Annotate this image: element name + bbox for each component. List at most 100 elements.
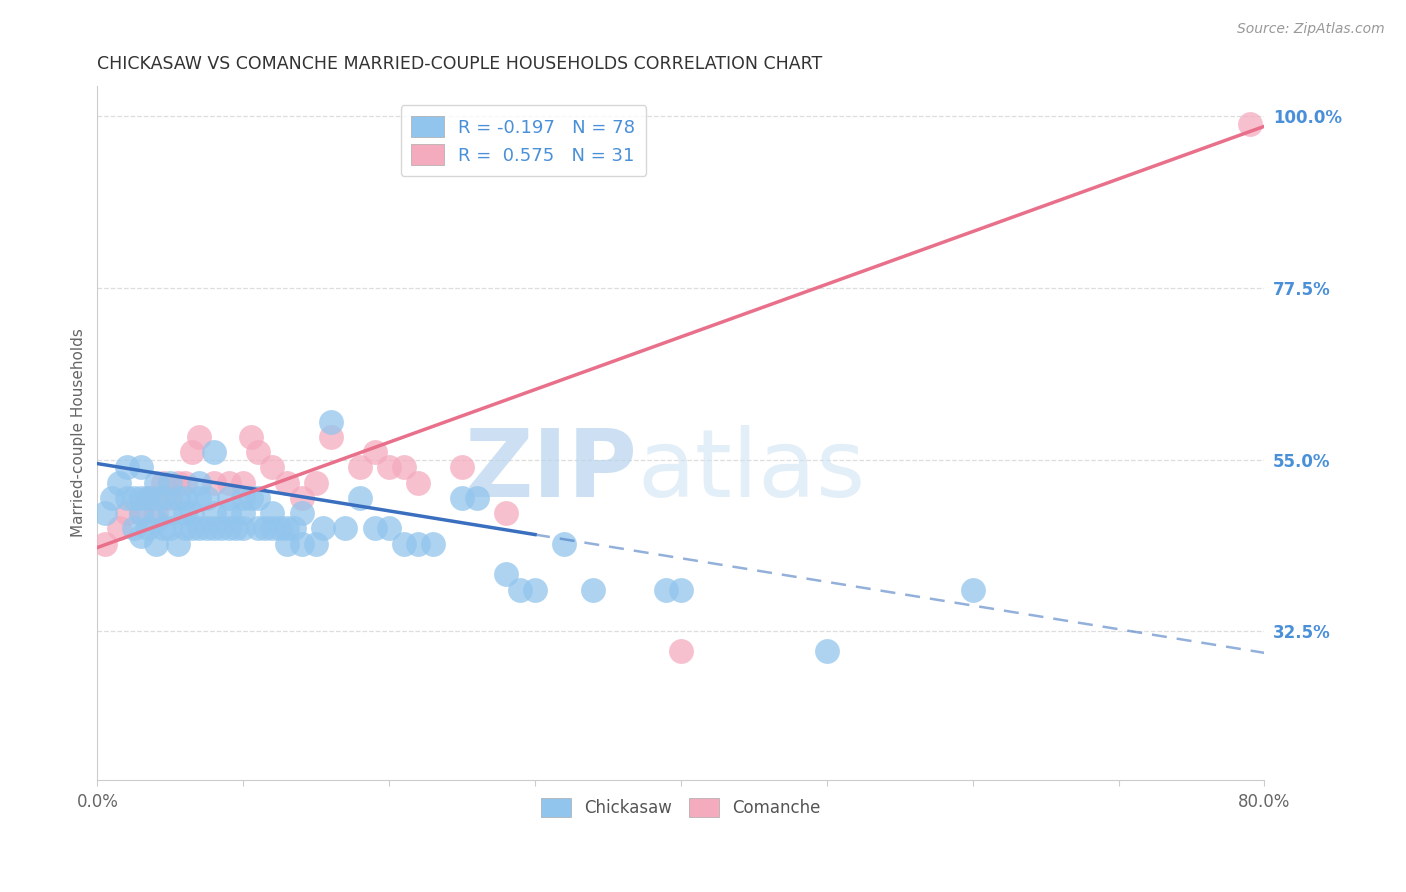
Point bbox=[1239, 117, 1261, 131]
Point bbox=[188, 521, 211, 535]
Point bbox=[145, 475, 167, 490]
Point bbox=[232, 506, 254, 520]
Point bbox=[218, 521, 240, 535]
Point bbox=[159, 475, 181, 490]
Text: atlas: atlas bbox=[637, 425, 865, 517]
Point bbox=[276, 537, 298, 551]
Point bbox=[173, 491, 195, 505]
Point bbox=[349, 460, 371, 475]
Point bbox=[312, 521, 335, 535]
Point bbox=[408, 537, 430, 551]
Point bbox=[181, 506, 204, 520]
Point bbox=[101, 491, 124, 505]
Point bbox=[669, 582, 692, 597]
Point bbox=[239, 430, 262, 444]
Point bbox=[188, 475, 211, 490]
Point bbox=[408, 475, 430, 490]
Point bbox=[152, 521, 174, 535]
Legend: Chickasaw, Comanche: Chickasaw, Comanche bbox=[534, 791, 827, 824]
Point bbox=[159, 491, 181, 505]
Point bbox=[465, 491, 488, 505]
Point bbox=[262, 460, 284, 475]
Point bbox=[166, 491, 188, 505]
Point bbox=[115, 460, 138, 475]
Point bbox=[254, 521, 277, 535]
Text: ZIP: ZIP bbox=[464, 425, 637, 517]
Text: CHICKASAW VS COMANCHE MARRIED-COUPLE HOUSEHOLDS CORRELATION CHART: CHICKASAW VS COMANCHE MARRIED-COUPLE HOU… bbox=[97, 55, 823, 73]
Point bbox=[188, 491, 211, 505]
Point bbox=[202, 475, 225, 490]
Point bbox=[232, 521, 254, 535]
Point bbox=[363, 445, 385, 459]
Point bbox=[93, 506, 115, 520]
Point bbox=[166, 475, 188, 490]
Point bbox=[378, 521, 401, 535]
Point bbox=[129, 506, 152, 520]
Point bbox=[173, 506, 195, 520]
Point bbox=[138, 491, 160, 505]
Point bbox=[276, 521, 298, 535]
Point bbox=[173, 475, 195, 490]
Point bbox=[669, 643, 692, 657]
Point bbox=[962, 582, 984, 597]
Point bbox=[262, 506, 284, 520]
Point bbox=[553, 537, 575, 551]
Point bbox=[239, 491, 262, 505]
Point bbox=[392, 537, 415, 551]
Point bbox=[363, 521, 385, 535]
Point bbox=[138, 491, 160, 505]
Point bbox=[305, 475, 328, 490]
Point bbox=[159, 506, 181, 520]
Point bbox=[138, 521, 160, 535]
Point bbox=[291, 506, 314, 520]
Point bbox=[209, 521, 232, 535]
Point bbox=[335, 521, 357, 535]
Point bbox=[246, 521, 269, 535]
Point bbox=[159, 521, 181, 535]
Point bbox=[115, 491, 138, 505]
Point bbox=[129, 491, 152, 505]
Point bbox=[181, 521, 204, 535]
Point bbox=[122, 521, 145, 535]
Y-axis label: Married-couple Households: Married-couple Households bbox=[72, 328, 86, 538]
Point bbox=[218, 491, 240, 505]
Point bbox=[108, 475, 131, 490]
Point bbox=[305, 537, 328, 551]
Point bbox=[509, 582, 531, 597]
Point bbox=[232, 491, 254, 505]
Point bbox=[815, 643, 838, 657]
Point bbox=[269, 521, 291, 535]
Point bbox=[378, 460, 401, 475]
Point bbox=[495, 506, 517, 520]
Point bbox=[93, 537, 115, 551]
Point bbox=[218, 475, 240, 490]
Point bbox=[145, 537, 167, 551]
Point bbox=[145, 491, 167, 505]
Point bbox=[582, 582, 605, 597]
Point bbox=[283, 521, 305, 535]
Point bbox=[451, 460, 474, 475]
Point bbox=[225, 521, 247, 535]
Point bbox=[145, 506, 167, 520]
Point bbox=[129, 460, 152, 475]
Point bbox=[108, 521, 131, 535]
Point bbox=[173, 521, 195, 535]
Point bbox=[129, 506, 152, 520]
Point bbox=[166, 537, 188, 551]
Point bbox=[152, 475, 174, 490]
Point bbox=[262, 521, 284, 535]
Point bbox=[655, 582, 678, 597]
Point bbox=[195, 521, 218, 535]
Point bbox=[181, 445, 204, 459]
Point bbox=[129, 529, 152, 543]
Point bbox=[122, 491, 145, 505]
Point bbox=[349, 491, 371, 505]
Point bbox=[524, 582, 547, 597]
Point bbox=[232, 475, 254, 490]
Point bbox=[202, 506, 225, 520]
Point bbox=[246, 491, 269, 505]
Point bbox=[115, 506, 138, 520]
Point bbox=[291, 537, 314, 551]
Text: Source: ZipAtlas.com: Source: ZipAtlas.com bbox=[1237, 22, 1385, 37]
Point bbox=[291, 491, 314, 505]
